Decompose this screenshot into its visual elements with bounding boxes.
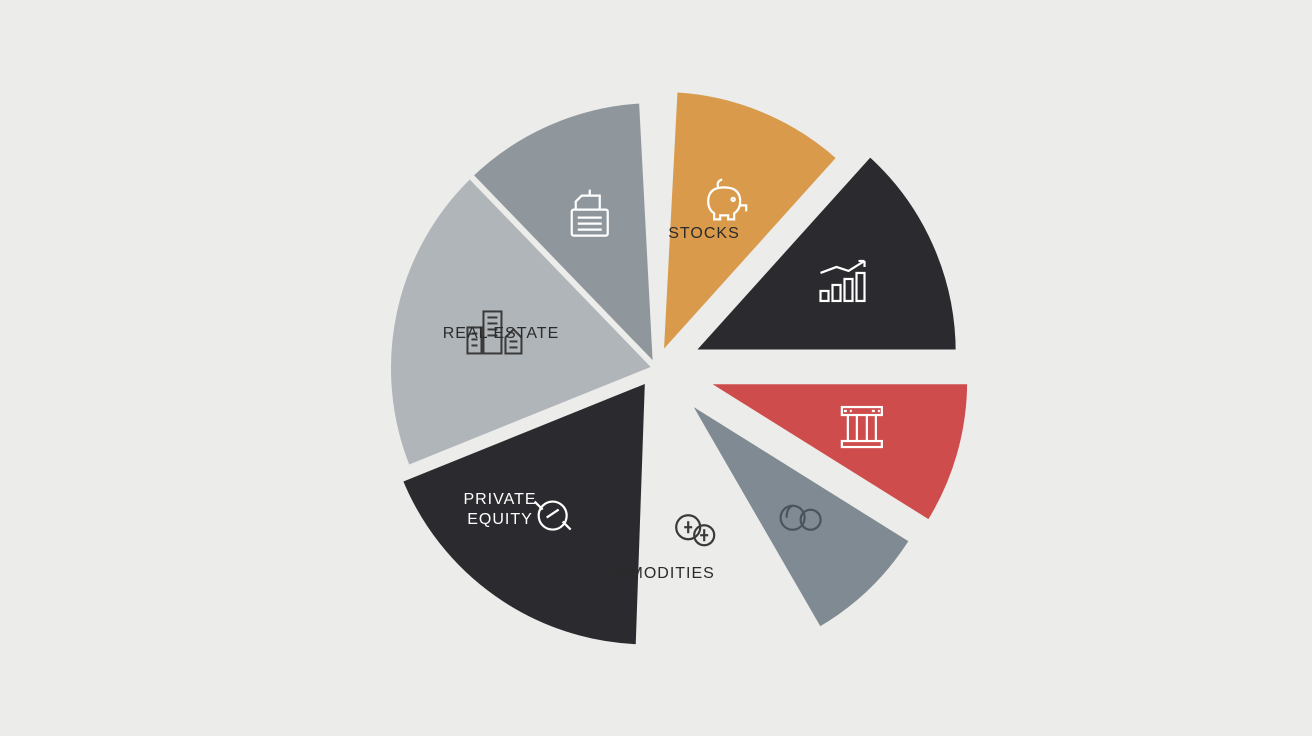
slice-label-real_estate: REAL ESTATE — [421, 324, 581, 344]
slice-label-stocks: STOCKS — [624, 224, 784, 244]
allocation-pie-chart — [0, 0, 1312, 736]
slice-label-commodities: COMMODITIES — [572, 564, 732, 584]
slice-label-private_eq: PRIVATE EQUITY — [420, 490, 580, 530]
chart-stage: STOCKS COMMODITIES PRIVATE EQUITY REAL ESTA… — [0, 0, 1312, 736]
